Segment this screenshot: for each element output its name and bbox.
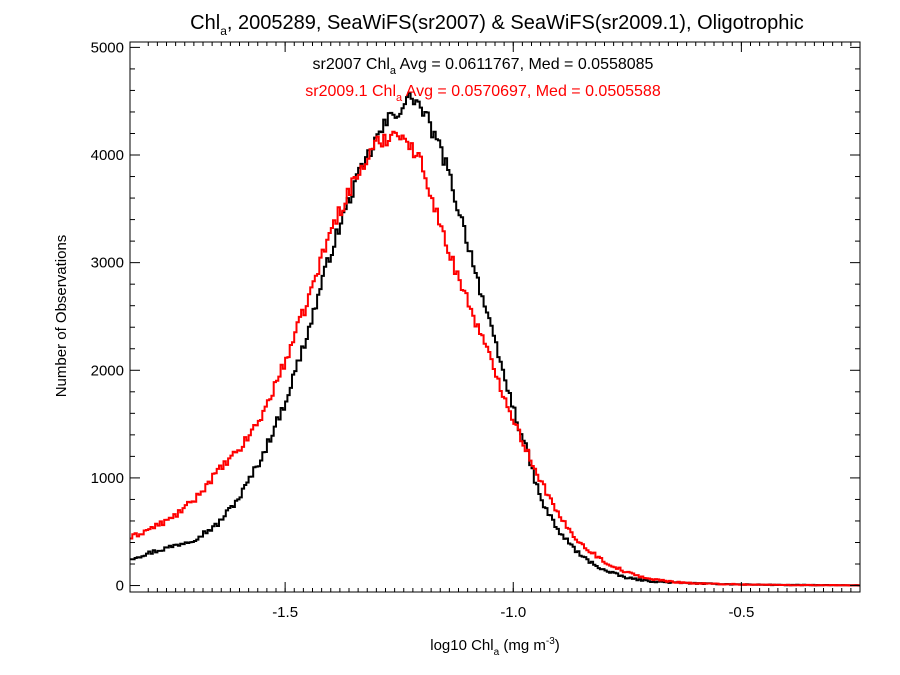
plot-area: -1.5 -1.0 -0.5 0 1000 2000 3000 4000 5000 [91, 39, 861, 621]
y-tick-label: 3000 [91, 255, 124, 272]
series-line-0 [130, 91, 860, 587]
y-axis-label: Number of Observations [53, 235, 70, 398]
x-axis-label: log10 Chla (mg m-3) [430, 636, 560, 658]
series-group [130, 91, 860, 587]
y-tick-label: 0 [116, 578, 124, 595]
x-tick-label: -1.5 [272, 604, 298, 621]
annotation-sr2007: sr2007 Chla Avg = 0.0611767, Med = 0.055… [313, 56, 654, 77]
y-tick-label: 2000 [91, 362, 124, 379]
x-ticks: -1.5 -1.0 -0.5 [147, 42, 861, 621]
chart-title: Chla, 2005289, SeaWiFS(sr2007) & SeaWiFS… [190, 12, 804, 38]
y-tick-label: 1000 [91, 470, 124, 487]
y-tick-label: 5000 [91, 39, 124, 56]
y-ticks: 0 1000 2000 3000 4000 5000 [91, 39, 860, 595]
series-line-1 [130, 130, 860, 587]
x-tick-label: -1.0 [500, 604, 526, 621]
plot-frame [129, 41, 861, 593]
annotation-sr2009-1: sr2009.1 Chla Avg = 0.0570697, Med = 0.0… [305, 83, 661, 104]
x-tick-label: -0.5 [728, 604, 754, 621]
y-tick-label: 4000 [91, 147, 124, 164]
